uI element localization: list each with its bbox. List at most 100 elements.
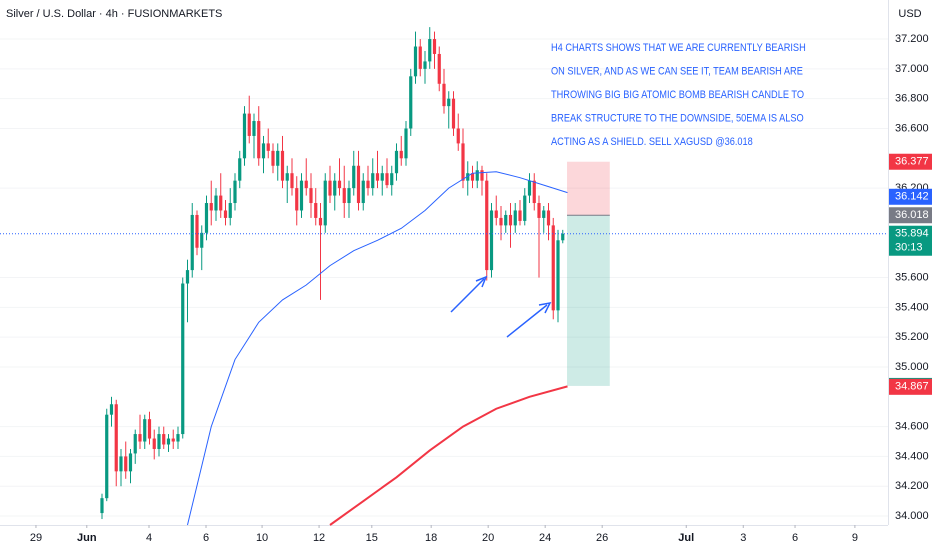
- candle-body: [185, 270, 190, 284]
- candle-body: [371, 173, 375, 189]
- candle-body: [200, 232, 204, 248]
- candle-body: [447, 98, 451, 107]
- candle-body: [147, 419, 152, 439]
- candle-body: [271, 150, 275, 166]
- candle-body: [428, 39, 432, 62]
- price-tag: [889, 188, 932, 205]
- candle-body: [109, 404, 114, 415]
- candle-body: [181, 283, 185, 435]
- arrow: [506, 301, 552, 338]
- candle-body: [499, 217, 503, 226]
- price-tag: [889, 207, 932, 224]
- candle-body: [233, 180, 237, 204]
- x-tick-label: 3: [740, 532, 746, 544]
- candle-body: [546, 210, 551, 226]
- candle-body: [523, 195, 527, 221]
- candle-body: [494, 210, 498, 218]
- candle-body: [299, 180, 304, 211]
- x-tick-label: 9: [852, 532, 858, 544]
- candle-body: [347, 188, 351, 204]
- candle-body: [466, 173, 470, 181]
- candle-body: [342, 188, 346, 204]
- x-tick-label: 20: [482, 532, 494, 544]
- x-tick-label: 6: [203, 532, 209, 544]
- candle-body: [423, 61, 427, 69]
- x-tick-label: 24: [539, 532, 551, 544]
- candle-body: [532, 180, 536, 204]
- x-tick-label: 6: [792, 532, 798, 544]
- candle-body: [352, 165, 356, 189]
- x-tick-label: 12: [313, 532, 325, 544]
- candle-body: [238, 158, 242, 181]
- candle-body: [157, 434, 161, 449]
- candle-body: [285, 173, 289, 181]
- candle-body: [551, 225, 555, 311]
- candle-body: [276, 150, 280, 166]
- candle-body: [390, 173, 394, 186]
- candle-body: [133, 434, 137, 454]
- candle-body: [480, 170, 484, 181]
- candle-body: [138, 434, 142, 442]
- x-tick-label: 15: [366, 532, 378, 544]
- y-tick-label: 35.200: [895, 331, 929, 343]
- candle-body: [214, 195, 218, 211]
- candle-body: [375, 173, 380, 181]
- arrow: [450, 275, 488, 313]
- annotation-line: THROWING BIG BIG ATOMIC BOMB BEARISH CAN…: [551, 89, 804, 101]
- candle-body: [152, 438, 156, 449]
- candle-body: [442, 83, 446, 107]
- y-tick-label: 34.000: [895, 510, 929, 522]
- candle-body: [295, 188, 299, 211]
- candle-body: [309, 188, 313, 204]
- candle-body: [162, 434, 166, 445]
- candle-body: [304, 180, 308, 189]
- candle-body: [361, 180, 365, 204]
- x-tick-label: Jul: [678, 532, 694, 544]
- candle-body: [513, 210, 517, 226]
- candle-body: [204, 203, 209, 233]
- y-tick-label: 37.000: [895, 63, 929, 75]
- price-tag: [889, 153, 932, 170]
- x-tick-label: 29: [30, 532, 42, 544]
- stop-zone: [567, 161, 610, 216]
- candle-body: [556, 240, 560, 311]
- y-tick-label: 36.600: [895, 122, 929, 134]
- y-tick-label: 35.600: [895, 271, 929, 283]
- candle-body: [413, 46, 418, 77]
- candle-body: [323, 180, 327, 226]
- candle-body: [489, 210, 494, 271]
- y-tick-label: 34.400: [895, 450, 929, 462]
- candle-body: [195, 214, 199, 248]
- candle-body: [409, 76, 413, 129]
- candle-body: [366, 180, 370, 189]
- candle-body: [561, 233, 565, 241]
- candle-body: [542, 210, 546, 218]
- overlay: [0, 161, 888, 386]
- candle-body: [318, 217, 323, 226]
- candle-body: [518, 210, 522, 221]
- price-tag-label: 36.142: [895, 191, 929, 203]
- candle-body: [100, 498, 104, 514]
- x-tick-label: Jun: [77, 532, 97, 544]
- price-tag-label: 35.894: [895, 228, 929, 240]
- candle-body: [328, 180, 332, 196]
- candle-body: [280, 150, 285, 181]
- y-tick-label: 37.200: [895, 33, 929, 45]
- annotation-line: ON SILVER, AND AS WE CAN SEE IT, TEAM BE…: [551, 66, 803, 78]
- candle-body: [247, 113, 251, 136]
- x-tick-label: 26: [596, 532, 608, 544]
- candle-body: [456, 128, 460, 144]
- candle-body: [257, 121, 261, 159]
- candle-body: [176, 434, 180, 442]
- candle-body: [128, 453, 133, 472]
- x-tick-label: 18: [425, 532, 437, 544]
- annotation-line: BREAK STRUCTURE TO THE DOWNSIDE, 50EMA I…: [551, 113, 804, 125]
- candle-body: [475, 170, 479, 181]
- price-tag-label: 36.377: [895, 156, 929, 168]
- chart-title: Silver / U.S. Dollar · 4h · FUSIONMARKET…: [6, 8, 222, 20]
- x-tick-label: 4: [146, 532, 152, 544]
- moving-average: [187, 171, 568, 526]
- candle-body: [228, 203, 232, 218]
- candle-body: [190, 214, 194, 271]
- candle-body: [105, 414, 109, 499]
